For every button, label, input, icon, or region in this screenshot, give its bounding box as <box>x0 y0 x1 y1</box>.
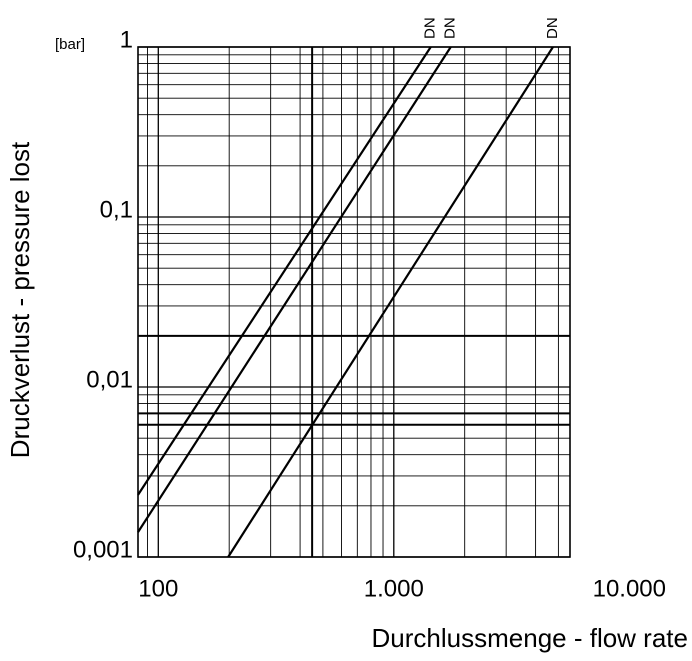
y-axis-title: Druckverlust - pressure lost <box>5 141 35 458</box>
data-line <box>137 46 452 533</box>
x-tick-label: 100 <box>138 575 178 602</box>
x-tick-label: 1.000 <box>364 575 424 602</box>
data-line <box>227 46 554 558</box>
plot-frame <box>137 46 571 558</box>
y-tick-label: 0,1 <box>100 196 133 223</box>
x-tick-label: 10.000 <box>593 575 666 602</box>
y-tick-label: 0,01 <box>86 366 133 393</box>
series-label: DN <box>442 17 459 39</box>
y-tick-label: 0,001 <box>73 536 133 563</box>
y-tick-label: 1 <box>120 26 133 53</box>
data-line <box>137 46 432 496</box>
x-axis-title: Durchlussmenge - flow rate <box>372 623 688 653</box>
y-unit: [bar] <box>55 36 85 53</box>
series-label: DN <box>544 17 561 39</box>
series-label: DN <box>422 17 439 39</box>
